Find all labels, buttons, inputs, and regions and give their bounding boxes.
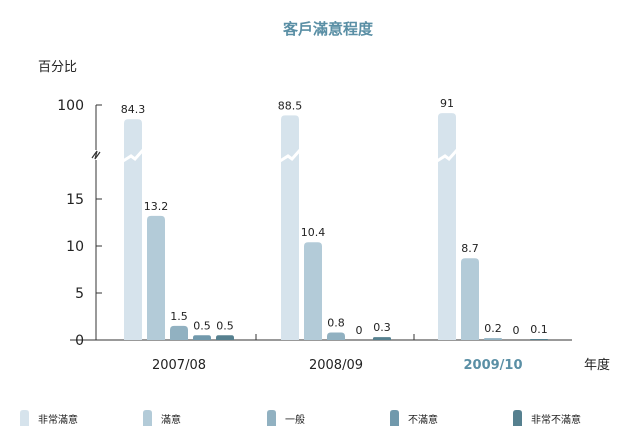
x-tick-label: 2007/08 — [152, 358, 206, 373]
legend-swatch — [143, 410, 152, 426]
bar — [147, 215, 165, 340]
legend-swatch — [513, 410, 522, 426]
bar — [170, 325, 188, 340]
y-tick-label: 0 — [75, 333, 84, 349]
x-tick-label: 2008/09 — [309, 358, 363, 373]
bar — [530, 339, 548, 340]
legend-item: 一般 — [267, 410, 305, 426]
data-label: 0.1 — [530, 323, 548, 336]
bar — [327, 332, 345, 340]
bar — [304, 242, 322, 340]
legend-swatch — [390, 410, 399, 426]
data-label: 13.2 — [144, 200, 169, 213]
data-label: 0.2 — [484, 322, 502, 335]
bar-break-mark — [122, 149, 145, 163]
legend-item: 不滿意 — [390, 410, 438, 426]
data-label: 84.3 — [121, 103, 146, 116]
data-label: 91 — [440, 97, 454, 110]
legend: 非常滿意 滿意 一般 不滿意 非常不滿意 — [20, 410, 581, 426]
y-axis-break-mark — [91, 150, 101, 160]
legend-item: 滿意 — [143, 410, 181, 426]
bar — [438, 113, 456, 340]
data-label: 10.4 — [301, 226, 326, 239]
bar-group-2009-10: 91 8.7 0.2 0 0.1 — [436, 97, 548, 340]
chart-title: 客戶滿意程度 — [282, 20, 374, 38]
legend-swatch — [20, 410, 29, 426]
bar — [373, 337, 391, 340]
legend-label: 一般 — [285, 413, 305, 426]
y-axis-label: 百分比 — [38, 60, 77, 75]
legend-label: 非常滿意 — [38, 413, 78, 426]
axes: 0 5 10 15 100 — [57, 98, 572, 349]
y-tick-label: 15 — [66, 192, 84, 208]
bar-break-mark — [436, 149, 459, 163]
bar — [216, 335, 234, 340]
data-label: 0 — [356, 324, 363, 337]
bar — [124, 119, 142, 340]
bar — [484, 338, 502, 340]
legend-label: 非常不滿意 — [531, 413, 581, 426]
data-label: 1.5 — [170, 310, 188, 323]
legend-label: 不滿意 — [408, 413, 438, 426]
legend-item: 非常不滿意 — [513, 410, 581, 426]
data-label: 0.5 — [216, 319, 234, 332]
y-tick-label: 10 — [66, 239, 84, 255]
data-label: 0.8 — [327, 316, 345, 329]
legend-item: 非常滿意 — [20, 410, 78, 426]
bar — [461, 258, 479, 340]
x-axis-label: 年度 — [584, 357, 610, 373]
bar-group-2007-08: 84.3 13.2 1.5 0.5 0.5 — [121, 103, 234, 340]
data-label: 0.5 — [193, 319, 211, 332]
y-tick-label: 5 — [75, 286, 84, 302]
data-label: 0 — [513, 324, 520, 337]
data-label: 0.3 — [373, 321, 391, 334]
legend-swatch — [267, 410, 276, 426]
x-tick-label: 2009/10 — [463, 358, 522, 373]
bar-break-mark — [279, 149, 302, 163]
bar-group-2008-09: 88.5 10.4 0.8 0 0.3 — [278, 99, 391, 340]
y-tick-label: 100 — [57, 98, 84, 114]
data-label: 88.5 — [278, 99, 303, 112]
data-label: 8.7 — [461, 242, 479, 255]
bar — [193, 335, 211, 340]
bars: 84.3 13.2 1.5 0.5 0.5 2007/08 88.5 10.4 0.8 0 0.3 2… — [121, 97, 548, 373]
bar — [281, 115, 299, 340]
legend-label: 滿意 — [161, 413, 181, 426]
